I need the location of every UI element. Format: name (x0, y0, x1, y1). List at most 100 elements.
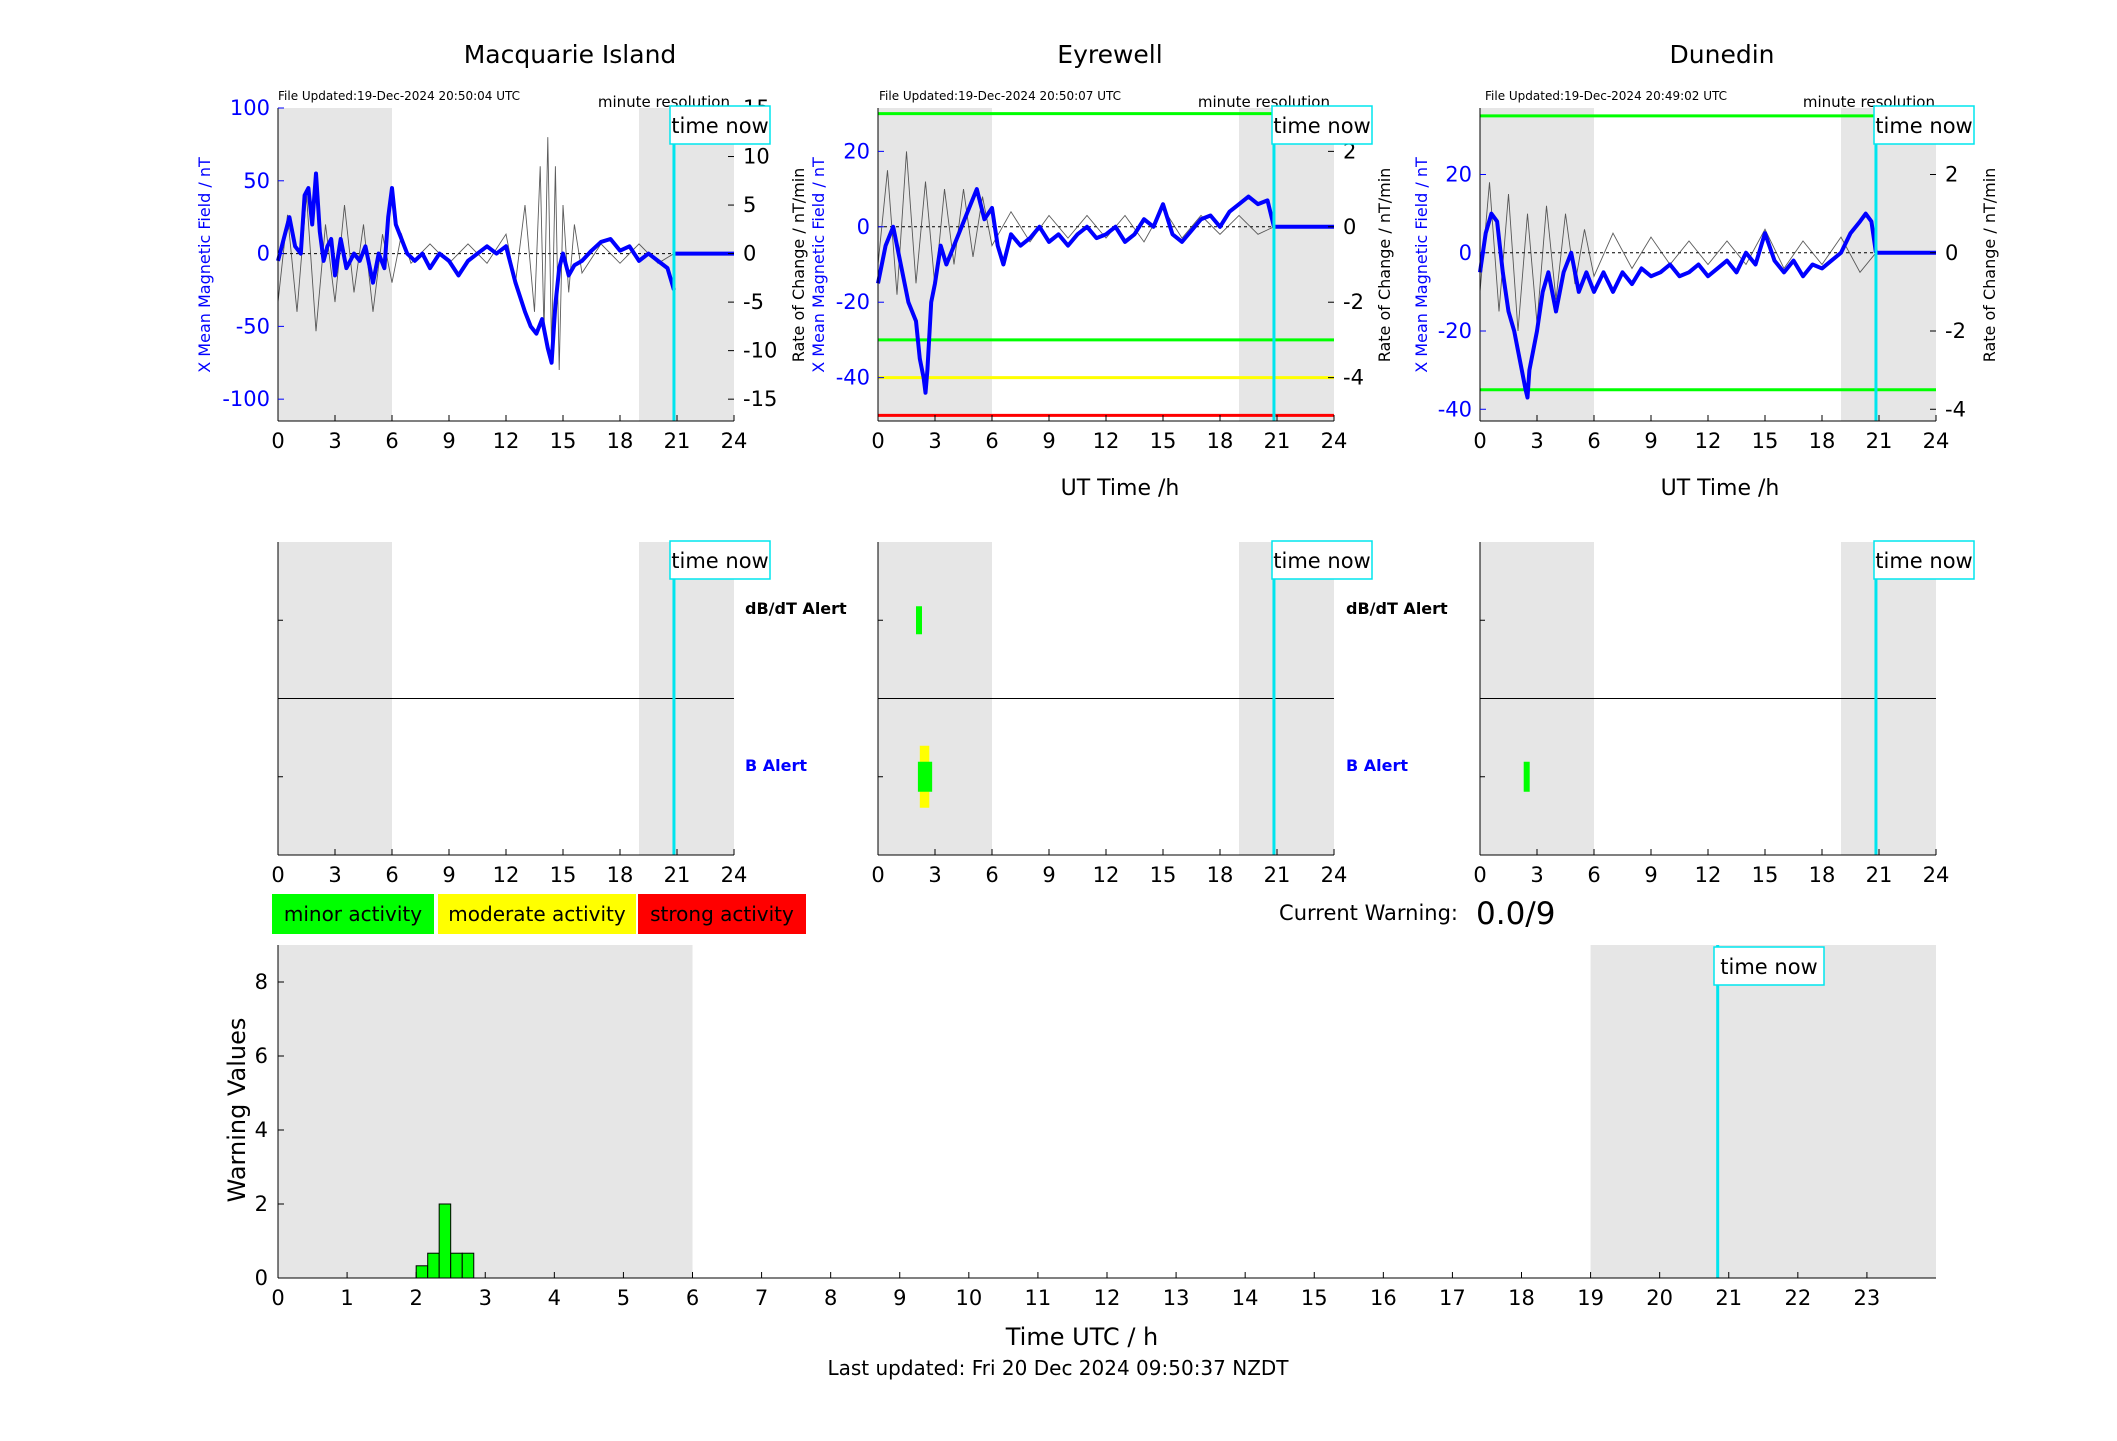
x-tick-label: 19 (1577, 1286, 1604, 1310)
x-tick-label: 13 (1163, 1286, 1190, 1310)
x-tick-label: 6 (1587, 863, 1600, 887)
x-tick-label: 12 (1093, 429, 1120, 453)
right-y-tick-label: -4 (1945, 397, 1966, 421)
right-y-tick-label: -2 (1945, 319, 1966, 343)
x-tick-label: 21 (1866, 429, 1893, 453)
time-now-box (1271, 540, 1373, 580)
legend-minor-label: minor activity (284, 902, 422, 926)
night-shading (1841, 108, 1936, 421)
panel-title: Dunedin (1670, 40, 1775, 69)
x-tick-label: 7 (755, 1286, 768, 1310)
x-tick-label: 3 (328, 863, 341, 887)
x-tick-label: 0 (271, 429, 284, 453)
legend-minor-swatch (272, 894, 434, 934)
legend-strong-swatch (638, 894, 806, 934)
warning-plot-area: 0 1 2 3 4 5 6 7 8 9 10 11 12 13 14 15 16 17 18 19 20 21 22 2302… (255, 945, 1936, 1310)
x-tick-label: 21 (664, 429, 691, 453)
file-updated-label: File Updated:19-Dec-2024 20:50:04 UTC (278, 89, 520, 103)
x-tick-label: 15 (1301, 1286, 1328, 1310)
x-tick-label: 15 (1150, 863, 1177, 887)
x-tick-label: 6 (1587, 429, 1600, 453)
time-now-label: time now (1273, 549, 1370, 573)
time-now-box (1873, 105, 1975, 145)
x-tick-label: 24 (721, 863, 748, 887)
right-y-tick-label: -2 (1343, 290, 1364, 314)
x-tick-label: 0 (1473, 863, 1486, 887)
warning-bar (427, 1252, 440, 1279)
left-y-tick-label: 20 (843, 139, 870, 163)
time-now-box (669, 540, 771, 580)
x-tick-label: 0 (871, 429, 884, 453)
last-updated-label: Last updated: Fri 20 Dec 2024 09:50:37 N… (827, 1356, 1289, 1380)
right-y-tick-label: 5 (743, 193, 756, 217)
x-tick-label: 18 (1809, 429, 1836, 453)
alert-plot-area: 0 3 6 9 12 15 18 21 24 (871, 542, 1347, 887)
x-tick-label: 15 (550, 863, 577, 887)
x-tick-label: 6 (385, 429, 398, 453)
dbdt-alert-label: dB/dT Alert (745, 599, 847, 618)
legend-strong-label: strong activity (650, 902, 794, 926)
alert-panel-eyrewell: 0 3 6 9 12 15 18 21 24 dB/dT Alert B Alert time … (871, 540, 1448, 887)
activity-legend: minor activity moderate activity strong … (272, 894, 806, 934)
x-tick-label: 2 (409, 1286, 422, 1310)
x-tick-label: 18 (1207, 429, 1234, 453)
y-tick-label: 2 (255, 1192, 268, 1216)
x-tick-label: 10 (955, 1286, 982, 1310)
warning-bar (438, 1203, 452, 1279)
x-tick-label: 9 (442, 863, 455, 887)
time-now-box (1271, 105, 1373, 145)
legend-moderate-swatch (438, 894, 636, 934)
x-tick-label: 8 (824, 1286, 837, 1310)
x-tick-label: 21 (1715, 1286, 1742, 1310)
right-y-tick-label: 2 (1343, 139, 1356, 163)
rate-of-change-series (877, 151, 1275, 295)
warning-bar (461, 1252, 475, 1279)
magnetic-field-series (1478, 211, 1878, 400)
right-axis-label: Rate of Change / nT/min (789, 168, 808, 363)
panel-title: Macquarie Island (464, 40, 677, 69)
x-tick-label: 0 (1473, 429, 1486, 453)
right-axis-label: Rate of Change / nT/min (1980, 168, 1999, 363)
x-tick-label: 3 (479, 1286, 492, 1310)
time-now-label: time now (671, 114, 768, 138)
x-tick-label: 18 (607, 429, 634, 453)
x-tick-label: 24 (1321, 429, 1348, 453)
left-axis-label: X Mean Magnetic Field / nT (1412, 157, 1431, 373)
x-tick-label: 4 (548, 1286, 561, 1310)
alert-plot-area: 0 3 6 9 12 15 18 21 24 (271, 542, 747, 887)
x-tick-label: 24 (1321, 863, 1348, 887)
night-shading (878, 108, 992, 421)
rate-of-change-series (1479, 182, 1877, 332)
time-now-box (1713, 946, 1825, 986)
x-tick-label: 22 (1784, 1286, 1811, 1310)
x-tick-label: 6 (985, 429, 998, 453)
left-axis-label: X Mean Magnetic Field / nT (809, 157, 828, 373)
y-axis-label: Warning Values (223, 1018, 251, 1203)
dbdt-alert-label: dB/dT Alert (1346, 599, 1448, 618)
magnetic-panel-macquarie-island: 03691215182124-100-50050100-15-10-505101… (195, 40, 1179, 501)
night-shading (278, 945, 693, 1278)
x-tick-label: 9 (442, 429, 455, 453)
x-tick-label: 18 (1207, 863, 1234, 887)
b-alert-label: B Alert (745, 756, 807, 775)
x-tick-label: 20 (1646, 1286, 1673, 1310)
x-tick-label: 11 (1025, 1286, 1052, 1310)
left-y-tick-label: 0 (857, 215, 870, 239)
x-tick-label: 3 (928, 863, 941, 887)
x-tick-label: 21 (1264, 863, 1291, 887)
x-tick-label: 0 (871, 863, 884, 887)
left-y-tick-label: 50 (243, 169, 270, 193)
right-y-tick-label: 0 (1945, 241, 1958, 265)
left-axis-label: X Mean Magnetic Field / nT (195, 157, 214, 373)
left-y-tick-label: -40 (1438, 397, 1472, 421)
magnetic-field-series (276, 171, 676, 365)
left-y-tick-label: 0 (1459, 241, 1472, 265)
left-y-tick-label: 20 (1445, 163, 1472, 187)
dbdt-alert-block (916, 606, 922, 635)
b-alert-block (1523, 761, 1530, 792)
x-tick-label: 9 (1042, 429, 1055, 453)
